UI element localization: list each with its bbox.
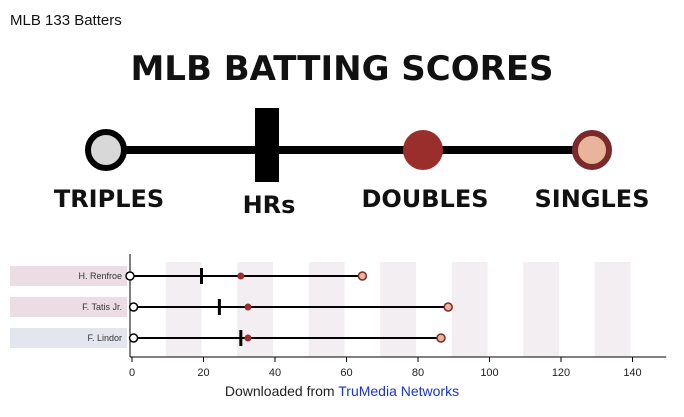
x-tick-label: 140 [623, 367, 641, 379]
triples-marker [128, 333, 139, 343]
doubles-marker [244, 334, 252, 342]
x-tick-label: 20 [197, 367, 209, 379]
x-tick-label: 120 [552, 367, 570, 379]
player-name: H. Renfroe [78, 271, 122, 281]
triples-marker [128, 302, 139, 312]
x-tick-label: 100 [480, 367, 498, 379]
legend-label-hrs: HRs [243, 191, 296, 219]
grid-stripe [451, 262, 488, 357]
legend-label-singles: SINGLES [535, 185, 650, 213]
row-label-background [10, 328, 127, 348]
player-row: F. Lindor [87, 330, 446, 346]
hrs-marker [200, 268, 203, 284]
triples-marker [125, 271, 135, 281]
batting-chart: MLB BATTING SCORES TRIPLES HRs DOUBLES S… [10, 49, 667, 379]
grid-stripe [308, 262, 345, 357]
hrs-marker [239, 330, 243, 346]
legend: TRIPLES HRs DOUBLES SINGLES [54, 108, 650, 219]
row-label-background [10, 266, 127, 286]
player-row: H. Renfroe [78, 268, 368, 284]
row-label-background [10, 297, 127, 317]
singles-marker [443, 302, 453, 312]
x-tick-label: 0 [129, 367, 135, 379]
legend-title: MLB BATTING SCORES [130, 49, 553, 89]
grid-stripe [523, 262, 559, 357]
x-tick-label: 40 [269, 367, 281, 379]
grid-stripe [594, 262, 631, 357]
hrs-marker [217, 299, 221, 315]
player-rows: H. Renfroe F. Tatis Jr. F. Lindor [78, 268, 453, 346]
singles-marker [436, 333, 446, 343]
grid-stripe [380, 262, 416, 357]
x-tick-label: 80 [412, 367, 424, 379]
footer: Downloaded from TruMedia Networks [0, 383, 684, 399]
grid-stripe [165, 262, 202, 357]
triples-legend-marker [85, 129, 127, 171]
singles-marker [357, 271, 368, 281]
player-row: F. Tatis Jr. [82, 299, 453, 315]
chart-caption: MLB 133 Batters [10, 12, 122, 29]
player-name: F. Lindor [87, 333, 122, 343]
singles-legend-marker [572, 130, 612, 170]
background-stripes [165, 262, 631, 357]
row-backgrounds [10, 266, 127, 348]
hrs-legend-marker [255, 108, 279, 182]
doubles-legend-marker [403, 130, 443, 170]
footer-prefix: Downloaded from [224, 383, 339, 399]
doubles-marker [244, 303, 252, 311]
player-name: F. Tatis Jr. [82, 302, 122, 312]
doubles-marker [237, 272, 245, 280]
trumedia-link[interactable]: TruMedia Networks [338, 383, 460, 399]
legend-label-doubles: DOUBLES [361, 185, 488, 213]
x-tick-label: 60 [340, 367, 352, 379]
legend-label-triples: TRIPLES [54, 185, 164, 213]
